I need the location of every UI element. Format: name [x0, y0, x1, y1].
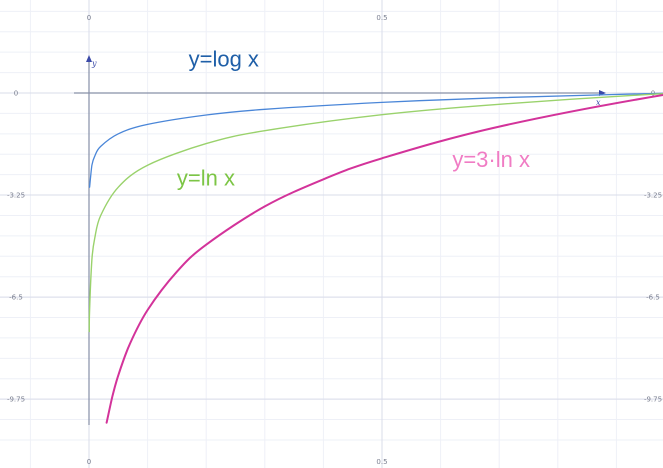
y-axis-arrow — [86, 55, 92, 62]
series-line-2 — [88, 92, 663, 333]
series-line-1 — [88, 92, 663, 188]
curve-label-2: y=ln x — [177, 166, 235, 191]
y-tick-label-right: -3.25 — [644, 192, 662, 200]
y-tick-label-left: -6.5 — [9, 294, 23, 302]
x-tick-label-top: 0.5 — [376, 14, 387, 22]
y-axis-label: y — [91, 59, 97, 68]
curve-label-3: y=3·ln x — [452, 147, 530, 172]
x-axis-label: x — [596, 98, 601, 107]
curves — [88, 92, 663, 424]
x-tick-label-top: 0 — [87, 14, 91, 22]
series-line-3 — [105, 93, 663, 424]
y-tick-label-left: -9.75 — [7, 396, 25, 404]
curve-labels: y=log x y=ln x y=3·ln x — [177, 46, 530, 190]
x-tick-label-bottom: 0.5 — [376, 458, 387, 466]
curve-label-1: y=log x — [189, 46, 259, 71]
y-tick-label-left: -3.25 — [7, 192, 25, 200]
y-tick-label-right: -6.5 — [646, 294, 660, 302]
x-tick-label-bottom: 0 — [87, 458, 91, 466]
tick-labels: 000.50.5111.51.500-3.25-3.25-6.5-6.5-9.7… — [7, 14, 662, 466]
y-tick-label-right: -9.75 — [644, 396, 662, 404]
y-tick-label-left: 0 — [14, 90, 18, 98]
